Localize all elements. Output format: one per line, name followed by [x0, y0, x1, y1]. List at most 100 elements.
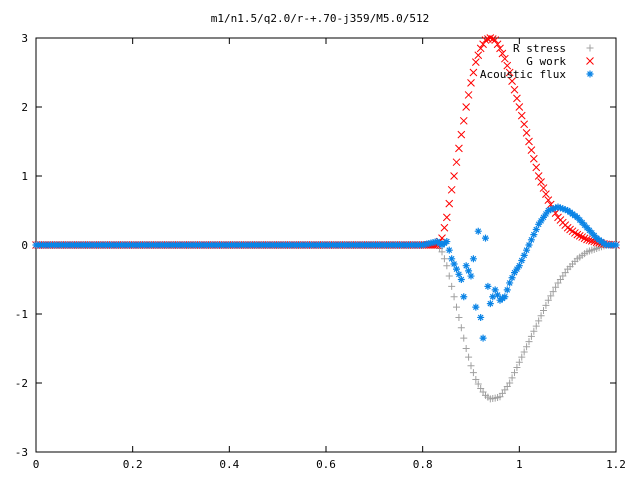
legend-marker	[586, 44, 594, 52]
point-g-work	[445, 199, 454, 208]
point-acoustic-flux	[455, 270, 463, 278]
point-r-stress	[474, 380, 482, 388]
point-acoustic-flux	[523, 246, 531, 254]
point-acoustic-flux	[477, 313, 485, 321]
point-acoustic-flux	[469, 255, 477, 263]
point-r-stress	[445, 272, 453, 280]
point-g-work	[481, 36, 490, 44]
point-g-work	[450, 172, 458, 180]
point-acoustic-flux	[513, 265, 521, 273]
point-r-stress	[537, 312, 545, 320]
point-g-work	[474, 51, 483, 60]
x-tick-label: 1	[516, 458, 523, 471]
point-acoustic-flux	[544, 207, 552, 214]
point-g-work	[522, 129, 531, 137]
point-acoustic-flux	[489, 293, 497, 301]
point-r-stress	[520, 348, 528, 356]
legend-marker	[586, 57, 594, 65]
point-r-stress	[438, 248, 446, 256]
y-tick-label: -2	[15, 377, 28, 390]
x-tick-label: 0.4	[219, 458, 239, 471]
point-r-stress	[527, 332, 535, 340]
point-r-stress	[535, 317, 543, 325]
point-acoustic-flux	[494, 291, 502, 299]
point-r-stress	[465, 353, 473, 361]
legend-marker	[586, 70, 594, 78]
point-g-work	[457, 130, 466, 139]
point-r-stress	[469, 369, 477, 377]
point-acoustic-flux	[460, 293, 468, 301]
point-g-work	[527, 146, 536, 154]
point-g-work	[510, 85, 519, 94]
point-acoustic-flux	[573, 213, 581, 221]
point-g-work	[508, 77, 516, 85]
point-acoustic-flux	[448, 255, 456, 263]
point-r-stress	[455, 313, 463, 321]
point-g-work	[525, 137, 533, 146]
x-tick-label: 0	[33, 458, 40, 471]
point-acoustic-flux	[535, 220, 543, 228]
point-acoustic-flux	[484, 282, 492, 290]
point-acoustic-flux	[508, 274, 516, 282]
point-g-work	[515, 103, 524, 111]
point-acoustic-flux	[511, 269, 518, 277]
point-g-work	[493, 40, 502, 49]
point-r-stress	[453, 303, 460, 311]
legend-label: R stress	[513, 42, 566, 55]
point-r-stress	[448, 282, 456, 290]
point-acoustic-flux	[532, 225, 540, 233]
point-g-work	[529, 154, 538, 163]
point-acoustic-flux	[491, 286, 499, 294]
point-acoustic-flux	[549, 205, 557, 213]
point-g-work	[447, 185, 456, 194]
point-acoustic-flux	[518, 257, 526, 265]
point-g-work	[440, 223, 449, 232]
point-acoustic-flux	[453, 265, 460, 273]
point-r-stress	[462, 345, 470, 352]
point-r-stress	[532, 322, 540, 330]
point-r-stress	[472, 376, 480, 384]
point-acoustic-flux	[583, 224, 591, 232]
point-acoustic-flux	[503, 286, 511, 294]
y-tick-label: 1	[21, 170, 28, 183]
point-acoustic-flux	[552, 204, 560, 212]
point-g-work	[520, 120, 529, 129]
point-r-stress	[457, 324, 465, 332]
point-g-work	[503, 61, 512, 70]
point-g-work	[580, 234, 589, 243]
y-tick-label: -1	[15, 308, 28, 321]
point-r-stress	[552, 283, 560, 291]
point-r-stress	[518, 353, 526, 361]
point-g-work	[455, 144, 463, 153]
point-acoustic-flux	[462, 262, 470, 270]
point-r-stress	[440, 255, 448, 263]
point-r-stress	[511, 369, 518, 377]
point-r-stress	[443, 262, 451, 270]
point-g-work	[573, 230, 582, 239]
point-r-stress	[540, 307, 547, 315]
point-g-work	[496, 44, 504, 53]
point-g-work	[544, 196, 553, 205]
point-g-work	[578, 233, 587, 241]
point-acoustic-flux	[467, 272, 475, 280]
point-g-work	[498, 49, 507, 58]
point-acoustic-flux	[482, 234, 489, 242]
point-acoustic-flux	[547, 206, 555, 214]
data-marks	[32, 34, 620, 403]
point-g-work	[464, 91, 473, 99]
chart-title: m1/n1.5/q2.0/r-+.70-j359/M5.0/512	[211, 12, 430, 25]
point-acoustic-flux	[445, 246, 453, 254]
point-g-work	[491, 36, 500, 44]
point-acoustic-flux	[450, 260, 458, 268]
point-acoustic-flux	[443, 238, 451, 246]
point-g-work	[539, 184, 548, 192]
point-g-work	[532, 163, 541, 172]
point-g-work	[542, 190, 550, 198]
point-g-work	[467, 78, 475, 87]
y-tick-label: 3	[21, 32, 28, 45]
y-tick-label: 0	[21, 239, 28, 252]
point-acoustic-flux	[612, 241, 620, 249]
legend-label: G work	[526, 55, 566, 68]
point-g-work	[459, 116, 468, 125]
y-tick-label: 2	[21, 101, 28, 114]
